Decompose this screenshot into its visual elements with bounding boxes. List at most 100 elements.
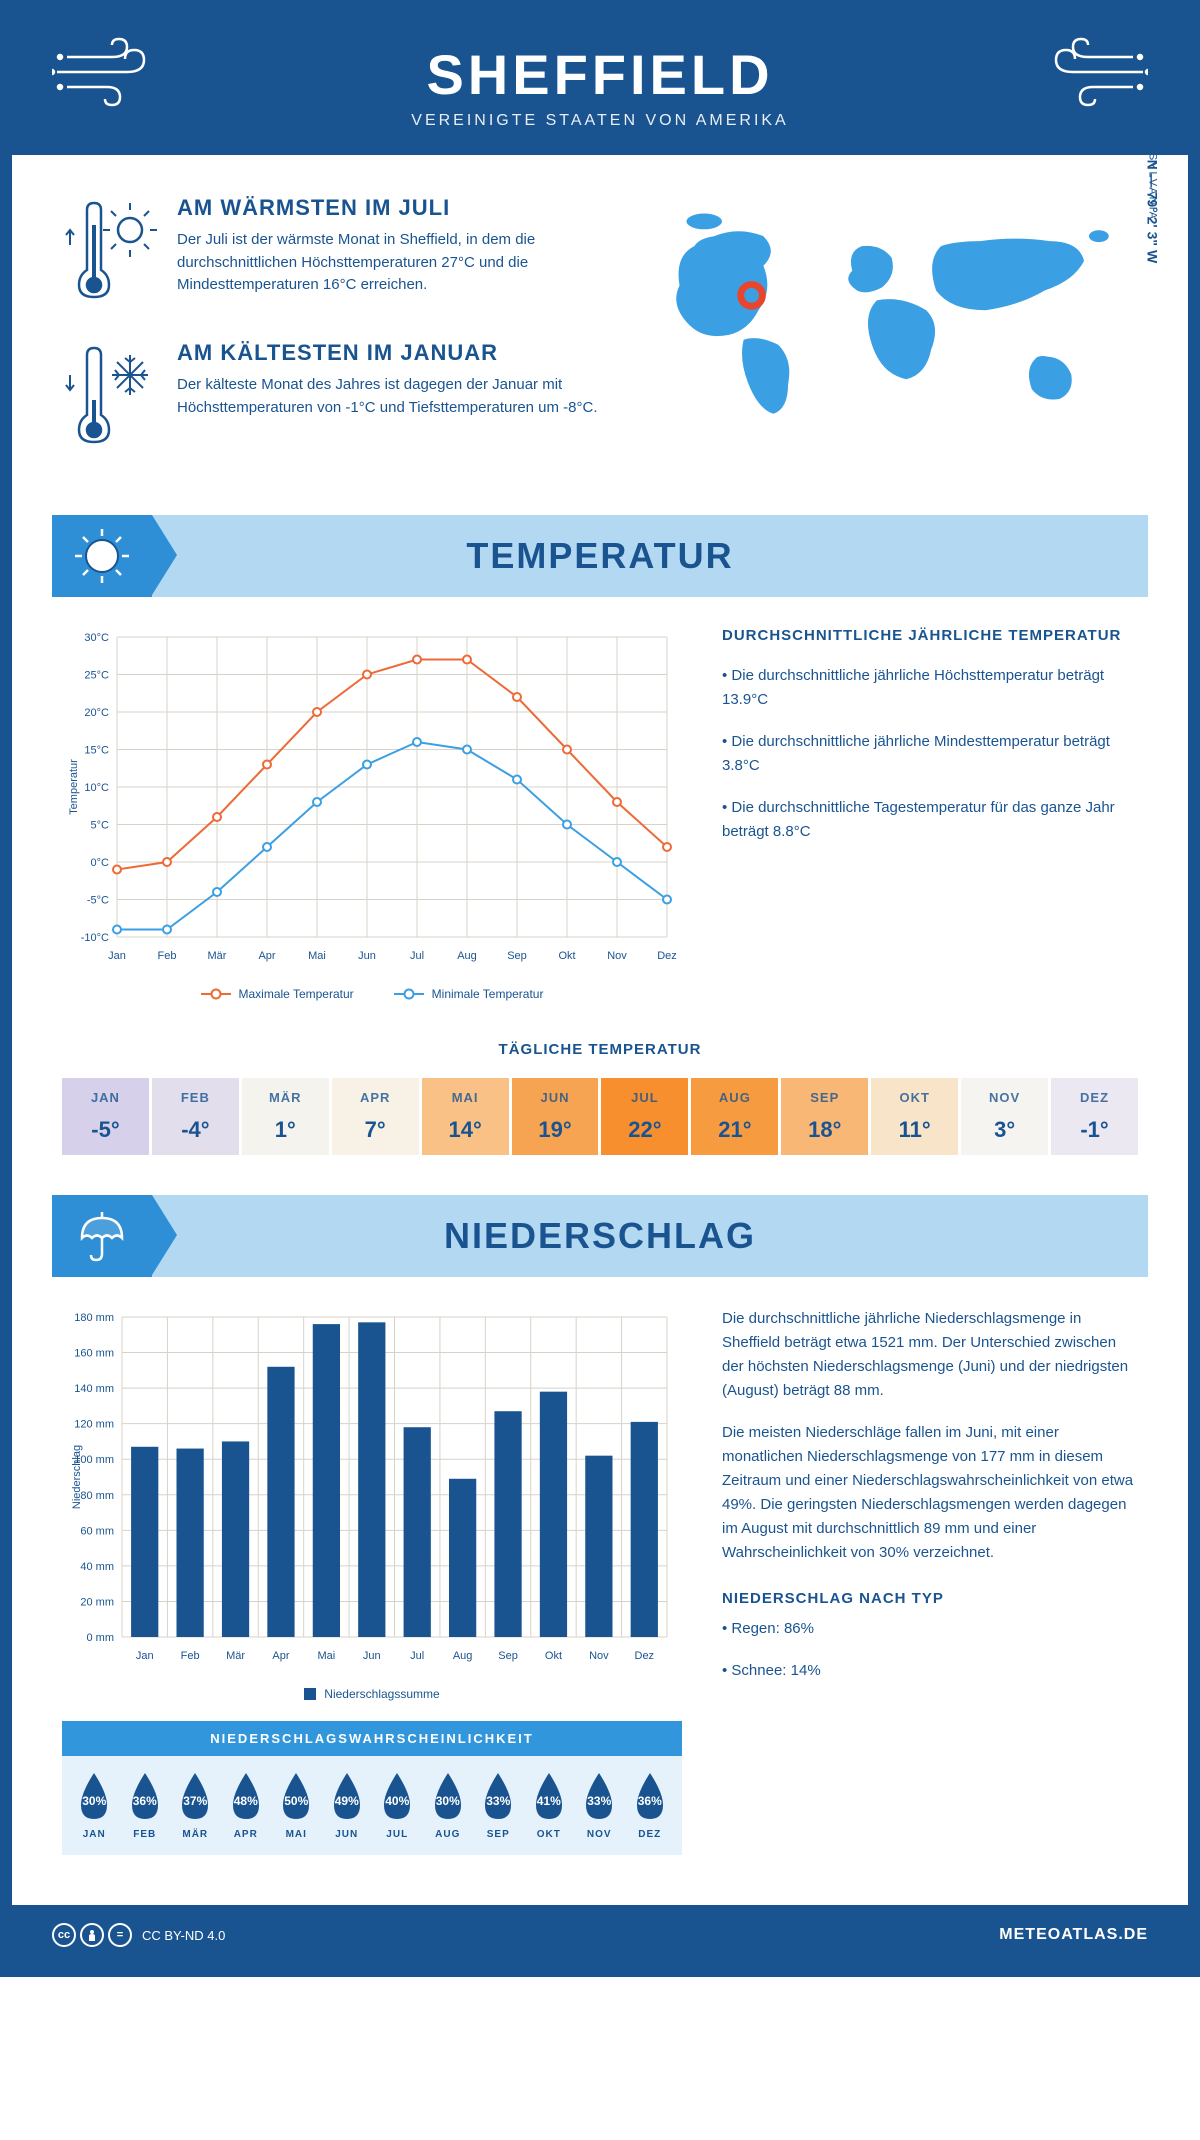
sun-icon bbox=[52, 515, 152, 597]
probability-cell: 48% APR bbox=[222, 1771, 271, 1840]
daily-temp-cell: SEP18° bbox=[781, 1078, 868, 1155]
probability-grid: 30% JAN 36% FEB 37% MÄR 48% APR bbox=[62, 1756, 682, 1855]
probability-cell: 33% SEP bbox=[474, 1771, 523, 1840]
svg-text:Mär: Mär bbox=[208, 950, 227, 962]
svg-text:20°C: 20°C bbox=[84, 707, 109, 719]
precip-legend: Niederschlagssumme bbox=[62, 1687, 682, 1701]
precip-type-snow: • Schnee: 14% bbox=[722, 1659, 1138, 1683]
raindrop-icon: 33% bbox=[477, 1771, 519, 1823]
daily-temp-cell: MAI14° bbox=[422, 1078, 509, 1155]
country-subtitle: VEREINIGTE STAATEN VON AMERIKA bbox=[52, 112, 1148, 130]
svg-text:Jul: Jul bbox=[410, 1650, 424, 1662]
daily-temp-cell: JAN-5° bbox=[62, 1078, 149, 1155]
probability-cell: 40% JUL bbox=[373, 1771, 422, 1840]
cc-icon: cc bbox=[52, 1923, 76, 1947]
header: SHEFFIELD VEREINIGTE STAATEN VON AMERIKA bbox=[12, 12, 1188, 155]
svg-text:Apr: Apr bbox=[258, 950, 275, 962]
precipitation-content: 0 mm20 mm40 mm60 mm80 mm100 mm120 mm140 … bbox=[12, 1277, 1188, 1885]
probability-cell: 36% DEZ bbox=[626, 1771, 675, 1840]
svg-text:Jun: Jun bbox=[363, 1650, 381, 1662]
daily-temp-cell: OKT11° bbox=[871, 1078, 958, 1155]
umbrella-icon bbox=[52, 1195, 152, 1277]
svg-text:-10°C: -10°C bbox=[81, 932, 109, 944]
svg-text:80 mm: 80 mm bbox=[80, 1490, 114, 1502]
svg-text:Aug: Aug bbox=[457, 950, 477, 962]
svg-text:10°C: 10°C bbox=[84, 782, 109, 794]
daily-temp-cell: APR7° bbox=[332, 1078, 419, 1155]
svg-text:Aug: Aug bbox=[453, 1650, 473, 1662]
precip-type-rain: • Regen: 86% bbox=[722, 1617, 1138, 1641]
svg-text:Mär: Mär bbox=[226, 1650, 245, 1662]
temp-bullet: • Die durchschnittliche jährliche Mindes… bbox=[722, 730, 1138, 778]
daily-temp-cell: DEZ-1° bbox=[1051, 1078, 1138, 1155]
daily-temp-cell: MÄR1° bbox=[242, 1078, 329, 1155]
svg-text:Nov: Nov bbox=[589, 1650, 609, 1662]
coldest-title: AM KÄLTESTEN IM JANUAR bbox=[177, 340, 605, 366]
legend-max: Maximale Temperatur bbox=[239, 987, 354, 1001]
svg-text:Mai: Mai bbox=[318, 1650, 336, 1662]
svg-text:120 mm: 120 mm bbox=[74, 1419, 114, 1431]
raindrop-icon: 49% bbox=[326, 1771, 368, 1823]
svg-text:0 mm: 0 mm bbox=[87, 1632, 115, 1644]
warmest-title: AM WÄRMSTEN IM JULI bbox=[177, 195, 605, 221]
probability-cell: 37% MÄR bbox=[171, 1771, 220, 1840]
wind-icon bbox=[1038, 37, 1148, 112]
precip-type-title: NIEDERSCHLAG NACH TYP bbox=[722, 1590, 1138, 1607]
thermometer-snow-icon bbox=[62, 340, 157, 455]
precip-para: Die durchschnittliche jährliche Niedersc… bbox=[722, 1307, 1138, 1403]
daily-temp-grid: JAN-5°FEB-4°MÄR1°APR7°MAI14°JUN19°JUL22°… bbox=[62, 1078, 1138, 1155]
legend-min: Minimale Temperatur bbox=[432, 987, 544, 1001]
raindrop-icon: 48% bbox=[225, 1771, 267, 1823]
map-area: PENNSYLVANIA 41° 42' 9" N — 79° 2' 3" W bbox=[645, 195, 1138, 485]
svg-text:Jun: Jun bbox=[358, 950, 376, 962]
nd-icon: = bbox=[108, 1923, 132, 1947]
svg-text:Sep: Sep bbox=[507, 950, 527, 962]
probability-cell: 41% OKT bbox=[525, 1771, 574, 1840]
svg-text:-5°C: -5°C bbox=[87, 895, 109, 907]
coldest-block: AM KÄLTESTEN IM JANUAR Der kälteste Mona… bbox=[62, 340, 605, 455]
license-text: CC BY-ND 4.0 bbox=[142, 1928, 225, 1943]
temperature-section-header: TEMPERATUR bbox=[52, 515, 1148, 597]
intro-section: AM WÄRMSTEN IM JULI Der Juli ist der wär… bbox=[12, 155, 1188, 515]
raindrop-icon: 36% bbox=[629, 1771, 671, 1823]
svg-text:Apr: Apr bbox=[272, 1650, 289, 1662]
daily-temp-cell: NOV3° bbox=[961, 1078, 1048, 1155]
warmest-block: AM WÄRMSTEN IM JULI Der Juli ist der wär… bbox=[62, 195, 605, 310]
svg-text:Okt: Okt bbox=[545, 1650, 562, 1662]
probability-cell: 50% MAI bbox=[272, 1771, 321, 1840]
raindrop-icon: 36% bbox=[124, 1771, 166, 1823]
temp-info-title: DURCHSCHNITTLICHE JÄHRLICHE TEMPERATUR bbox=[722, 627, 1138, 644]
precip-para: Die meisten Niederschläge fallen im Juni… bbox=[722, 1421, 1138, 1565]
coldest-text: Der kälteste Monat des Jahres ist dagege… bbox=[177, 374, 605, 419]
warmest-text: Der Juli ist der wärmste Monat in Sheffi… bbox=[177, 229, 605, 297]
svg-text:Dez: Dez bbox=[657, 950, 677, 962]
svg-text:160 mm: 160 mm bbox=[74, 1348, 114, 1360]
raindrop-icon: 33% bbox=[578, 1771, 620, 1823]
probability-cell: 30% AUG bbox=[424, 1771, 473, 1840]
footer: cc = CC BY-ND 4.0 METEOATLAS.DE bbox=[12, 1905, 1188, 1965]
probability-cell: 49% JUN bbox=[323, 1771, 372, 1840]
svg-text:Feb: Feb bbox=[181, 1650, 200, 1662]
site-name: METEOATLAS.DE bbox=[999, 1926, 1148, 1944]
svg-text:0°C: 0°C bbox=[91, 857, 110, 869]
svg-text:25°C: 25°C bbox=[84, 670, 109, 682]
probability-cell: 30% JAN bbox=[70, 1771, 119, 1840]
svg-text:Sep: Sep bbox=[498, 1650, 518, 1662]
svg-text:Niederschlag: Niederschlag bbox=[71, 1445, 83, 1509]
thermometer-sun-icon bbox=[62, 195, 157, 310]
temp-legend: Maximale Temperatur Minimale Temperatur bbox=[62, 987, 682, 1001]
coordinates: 41° 42' 9" N — 79° 2' 3" W bbox=[1145, 94, 1161, 264]
svg-text:30°C: 30°C bbox=[84, 632, 109, 644]
precipitation-section-header: NIEDERSCHLAG bbox=[52, 1195, 1148, 1277]
raindrop-icon: 30% bbox=[73, 1771, 115, 1823]
temperature-title: TEMPERATUR bbox=[52, 535, 1148, 577]
raindrop-icon: 50% bbox=[275, 1771, 317, 1823]
cc-icons: cc = bbox=[52, 1923, 132, 1947]
daily-temperature: TÄGLICHE TEMPERATUR JAN-5°FEB-4°MÄR1°APR… bbox=[12, 1031, 1188, 1195]
world-map-icon bbox=[645, 195, 1138, 455]
probability-title: NIEDERSCHLAGSWAHRSCHEINLICHKEIT bbox=[62, 1721, 682, 1756]
precipitation-title: NIEDERSCHLAG bbox=[52, 1215, 1148, 1257]
temp-bullet: • Die durchschnittliche jährliche Höchst… bbox=[722, 664, 1138, 712]
svg-text:15°C: 15°C bbox=[84, 745, 109, 757]
svg-text:Feb: Feb bbox=[158, 950, 177, 962]
